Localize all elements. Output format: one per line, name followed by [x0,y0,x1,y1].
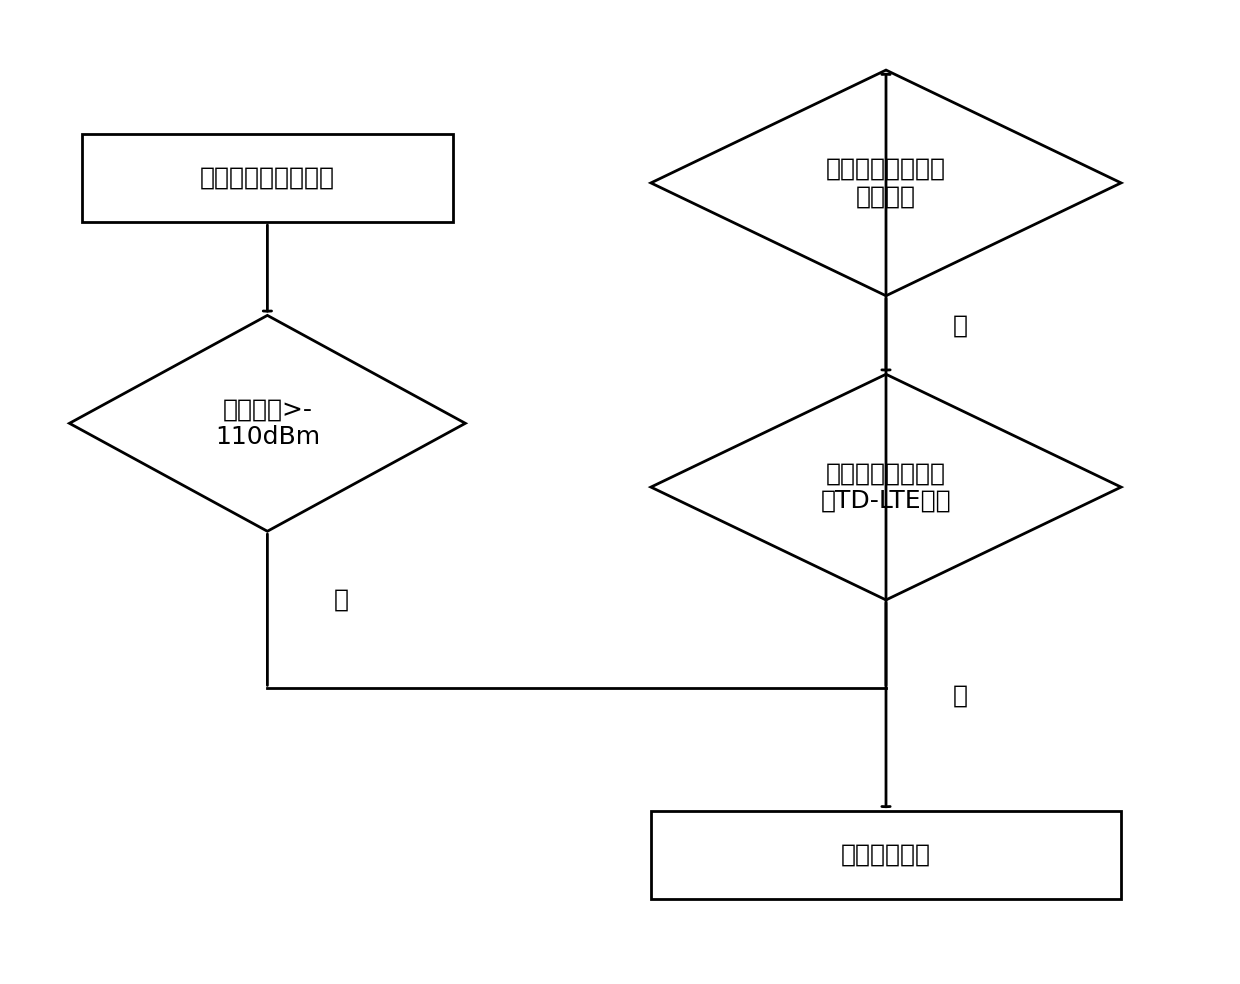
Text: 施扰信号定位到网
内TD-LTE小区: 施扰信号定位到网 内TD-LTE小区 [821,461,951,513]
Text: 上行干扰>-
110dBm: 上行干扰>- 110dBm [215,398,320,450]
Text: 是: 是 [952,313,967,338]
FancyBboxPatch shape [82,134,453,222]
Polygon shape [651,374,1121,600]
Text: 输出判定结果: 输出判定结果 [841,843,931,867]
FancyBboxPatch shape [651,811,1121,899]
Text: 单小区现场扫频测试: 单小区现场扫频测试 [200,166,335,190]
Polygon shape [651,70,1121,296]
Text: 是: 是 [952,684,967,707]
Text: 呈现中心频点干扰
电平凸起: 呈现中心频点干扰 电平凸起 [826,157,946,209]
Polygon shape [69,316,465,531]
Text: 是: 是 [334,587,350,612]
